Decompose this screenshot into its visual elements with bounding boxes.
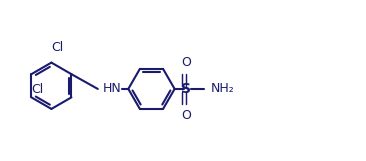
Text: Cl: Cl <box>52 41 64 54</box>
Text: O: O <box>181 109 191 122</box>
Text: NH₂: NH₂ <box>210 82 234 95</box>
Text: S: S <box>181 82 191 96</box>
Text: Cl: Cl <box>31 83 44 96</box>
Text: HN: HN <box>103 82 122 95</box>
Text: O: O <box>181 56 191 69</box>
